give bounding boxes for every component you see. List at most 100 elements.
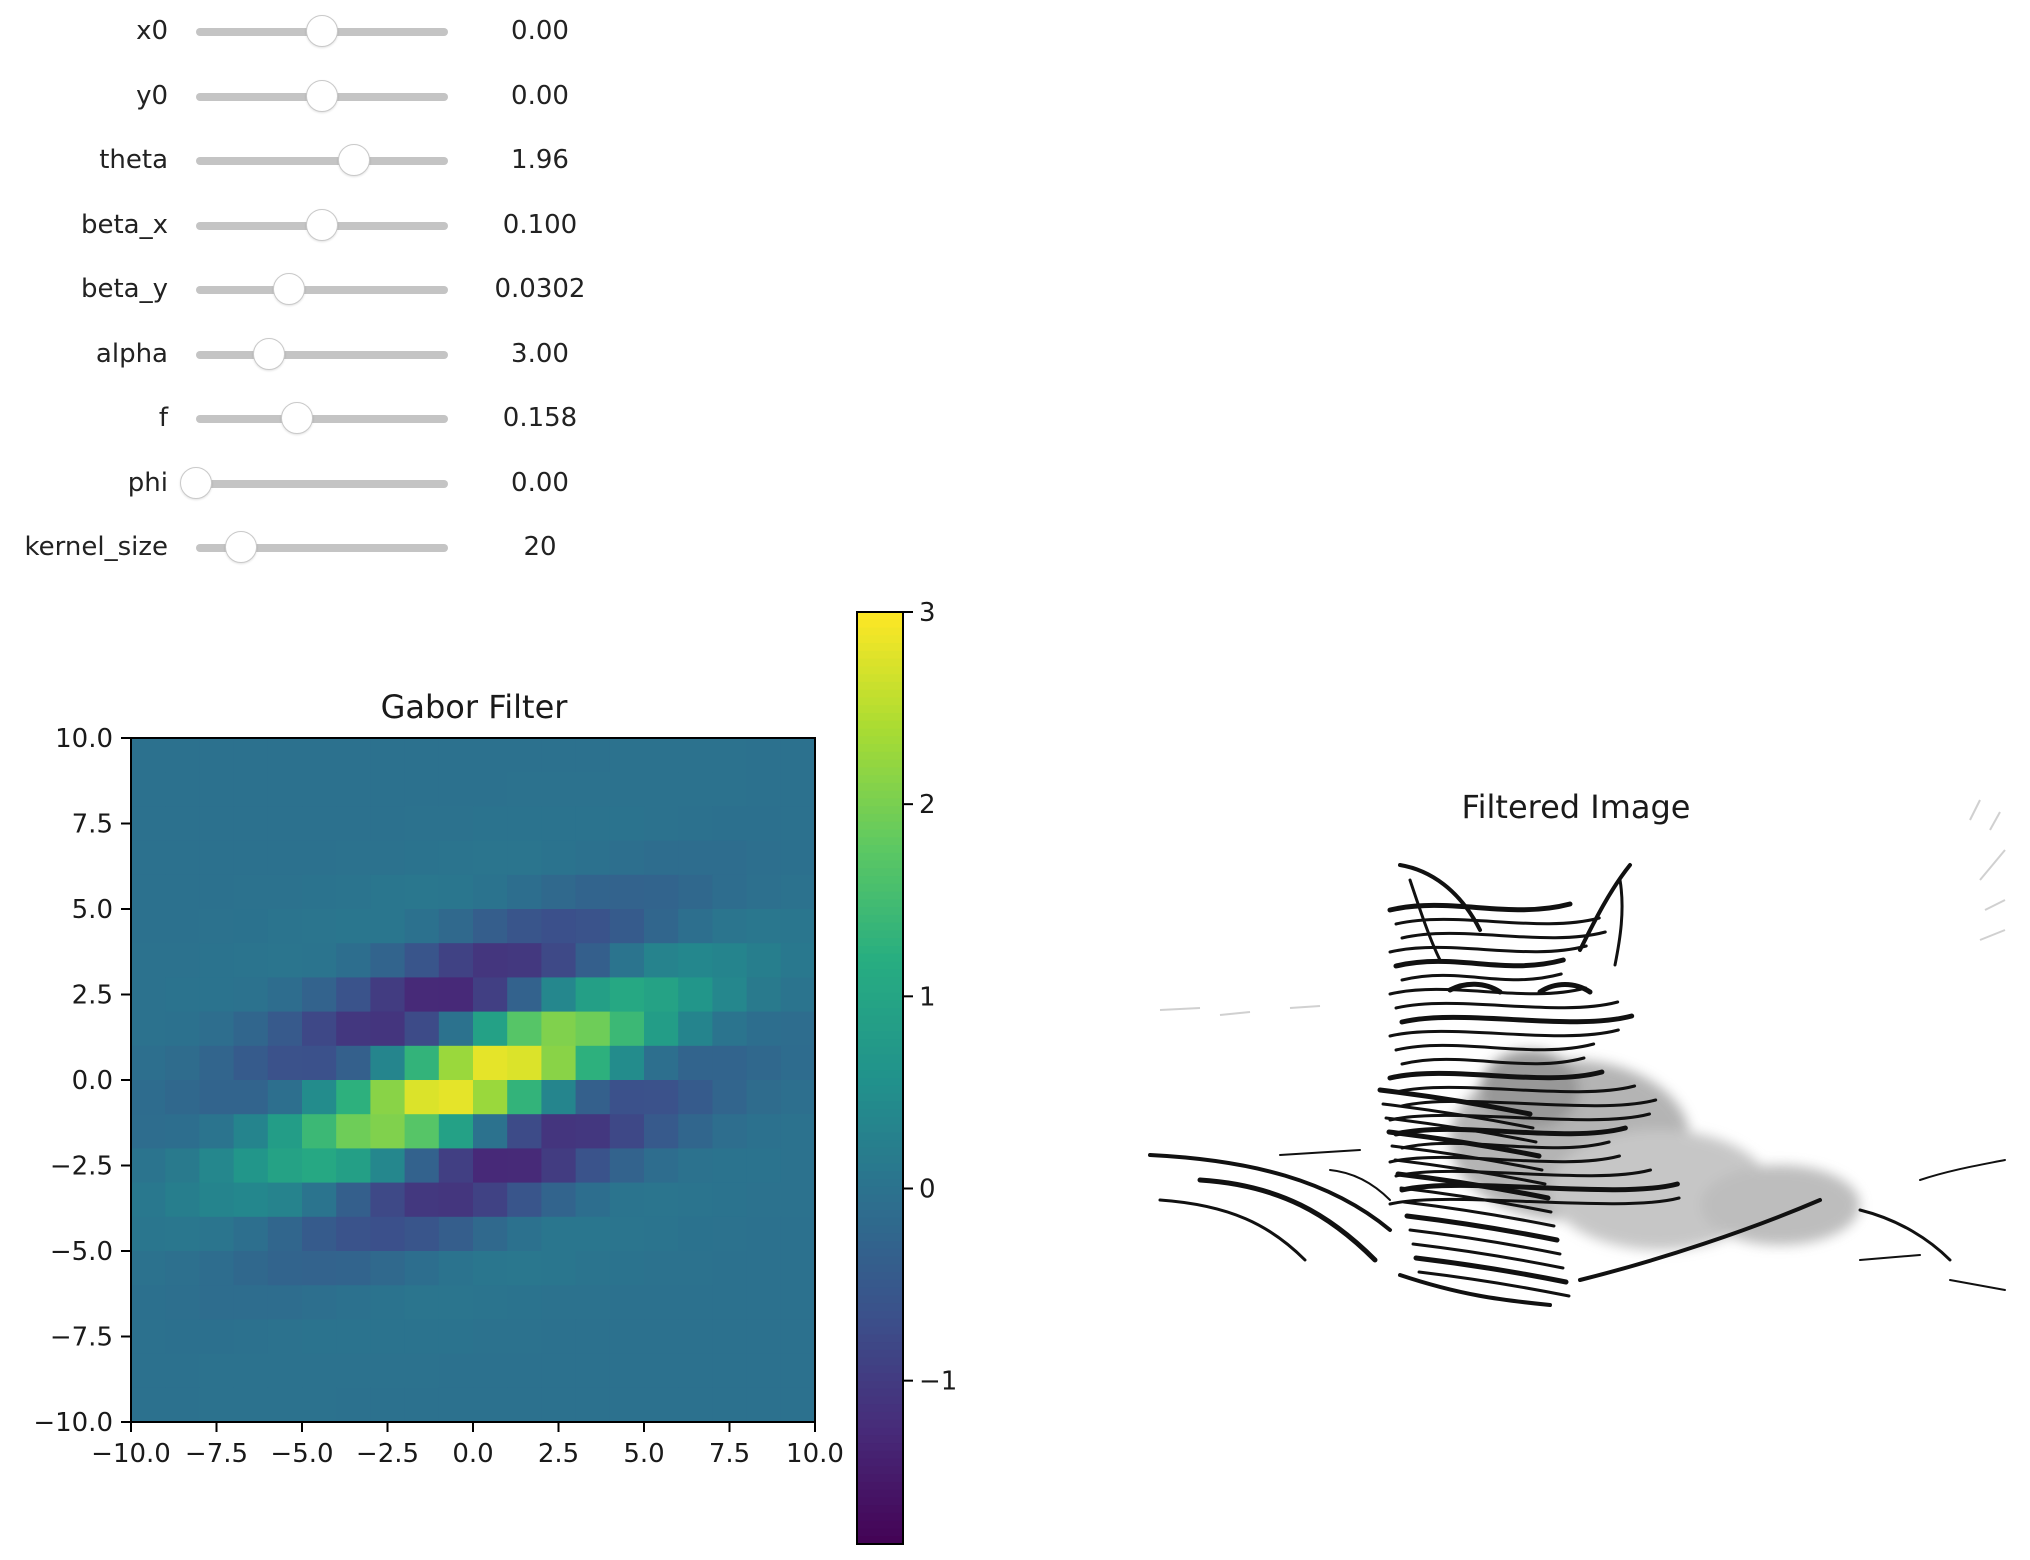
slider-thumb[interactable]	[225, 531, 258, 563]
heatmap-cell	[541, 738, 577, 773]
slider-row-beta-y: beta_y 0.0302	[0, 268, 640, 308]
heatmap-cell	[678, 806, 713, 842]
slider-row-alpha: alpha 3.00	[0, 333, 640, 373]
heatmap-cell	[712, 1285, 748, 1320]
slider-row-x0: x0 0.00	[0, 10, 640, 50]
heatmap-cell	[233, 772, 269, 807]
heatmap-cell	[302, 1353, 337, 1389]
colorbar-segment	[857, 619, 903, 629]
colorbar-segment	[857, 1396, 903, 1405]
heatmap-cell	[644, 806, 679, 842]
heatmap-cell	[780, 977, 816, 1013]
slider-thumb[interactable]	[280, 402, 313, 434]
slider-thumb[interactable]	[180, 466, 212, 499]
colorbar-segment	[857, 1093, 903, 1103]
slider-thumb[interactable]	[273, 273, 306, 305]
heatmap-cell	[336, 874, 371, 910]
heatmap-cell	[438, 738, 474, 773]
heatmap-cell	[370, 738, 406, 773]
x-tick-label: −2.5	[356, 1439, 419, 1469]
heatmap-cell	[609, 1182, 645, 1218]
heatmap-cell	[678, 1319, 713, 1355]
heatmap-cell	[712, 1045, 748, 1081]
colorbar-segment	[857, 1349, 903, 1359]
colorbar-segment	[857, 612, 903, 621]
heatmap-cell	[438, 1080, 474, 1115]
heatmap-cell	[575, 1251, 611, 1286]
heatmap-cell	[609, 1319, 645, 1355]
beta-x-slider[interactable]	[196, 208, 448, 241]
heatmap-cell	[199, 738, 235, 773]
heatmap-cell	[541, 806, 577, 842]
colorbar-segment	[857, 945, 903, 955]
heatmap-cell	[746, 1182, 782, 1218]
colorbar-segment	[857, 736, 903, 745]
heatmap-cell	[404, 840, 440, 876]
y-tick-label: 7.5	[72, 810, 113, 840]
heatmap-cell	[404, 1251, 440, 1286]
colorbar-segment	[857, 1178, 903, 1188]
f-slider[interactable]	[196, 402, 448, 434]
heatmap-cell	[507, 1319, 542, 1355]
heatmap-cell	[678, 1114, 713, 1149]
slider-thumb[interactable]	[306, 15, 338, 47]
heatmap-cell	[780, 1080, 816, 1115]
heatmap-cell	[644, 1182, 679, 1218]
heatmap-cell	[746, 1080, 782, 1115]
heatmap-cell	[609, 977, 645, 1013]
heatmap-cell	[165, 1148, 200, 1184]
heatmap-cell	[541, 1319, 577, 1355]
colorbar-frame	[856, 611, 904, 1545]
heatmap-cell	[746, 1251, 782, 1286]
colorbar-segment	[857, 1217, 903, 1227]
heatmap-cell	[404, 1285, 440, 1320]
heatmap-cell	[541, 1387, 577, 1423]
slider-thumb[interactable]	[337, 144, 370, 176]
heatmap-cell	[370, 1319, 406, 1355]
heatmap-cell	[712, 1182, 748, 1218]
slider-thumb[interactable]	[253, 337, 286, 370]
colorbar-segment	[857, 1311, 903, 1320]
heatmap-cell	[780, 738, 816, 773]
phi-slider[interactable]	[180, 466, 448, 499]
heatmap-cell	[438, 909, 474, 944]
colorbar-segment	[857, 1326, 903, 1336]
heatmap-cell	[267, 1251, 303, 1286]
heatmap-cell	[644, 909, 679, 944]
heatmap-cell	[678, 1216, 713, 1252]
colorbar-segment	[857, 883, 903, 893]
heatmap-cell	[644, 1285, 679, 1320]
heatmap-cell	[302, 738, 337, 773]
heatmap-cell	[609, 1114, 645, 1149]
heatmap-cell	[165, 1285, 200, 1320]
heatmap-cell	[473, 1353, 508, 1389]
slider-row-phi: phi 0.00	[0, 462, 640, 502]
heatmap-cell	[165, 1182, 200, 1218]
heatmap-cell	[336, 977, 371, 1013]
theta-slider[interactable]	[196, 144, 448, 176]
slider-thumb[interactable]	[306, 208, 338, 241]
heatmap-cell	[336, 1114, 371, 1149]
heatmap-cell	[267, 1285, 303, 1320]
heatmap-cell	[199, 874, 235, 910]
heatmap-cell	[541, 1045, 577, 1081]
slider-thumb[interactable]	[306, 79, 338, 112]
y0-slider[interactable]	[196, 79, 448, 112]
heatmap-cell	[746, 1216, 782, 1252]
heatmap-cell	[712, 1353, 748, 1389]
heatmap-cell	[678, 1387, 713, 1423]
heatmap-cell	[336, 738, 371, 773]
heatmap-cell	[609, 840, 645, 876]
heatmap-cell	[131, 1045, 166, 1081]
alpha-slider[interactable]	[196, 337, 448, 370]
colorbar-segment	[857, 1124, 903, 1134]
beta-y-slider[interactable]	[196, 273, 448, 305]
heatmap-cell	[165, 1353, 200, 1389]
heatmap-cell	[165, 977, 200, 1013]
colorbar-segment	[857, 1411, 903, 1421]
heatmap-cell	[131, 738, 166, 773]
heatmap-cell	[131, 1114, 166, 1149]
colorbar-segment	[857, 1497, 903, 1506]
kernel-size-slider[interactable]	[196, 531, 448, 563]
x0-slider[interactable]	[196, 15, 448, 47]
